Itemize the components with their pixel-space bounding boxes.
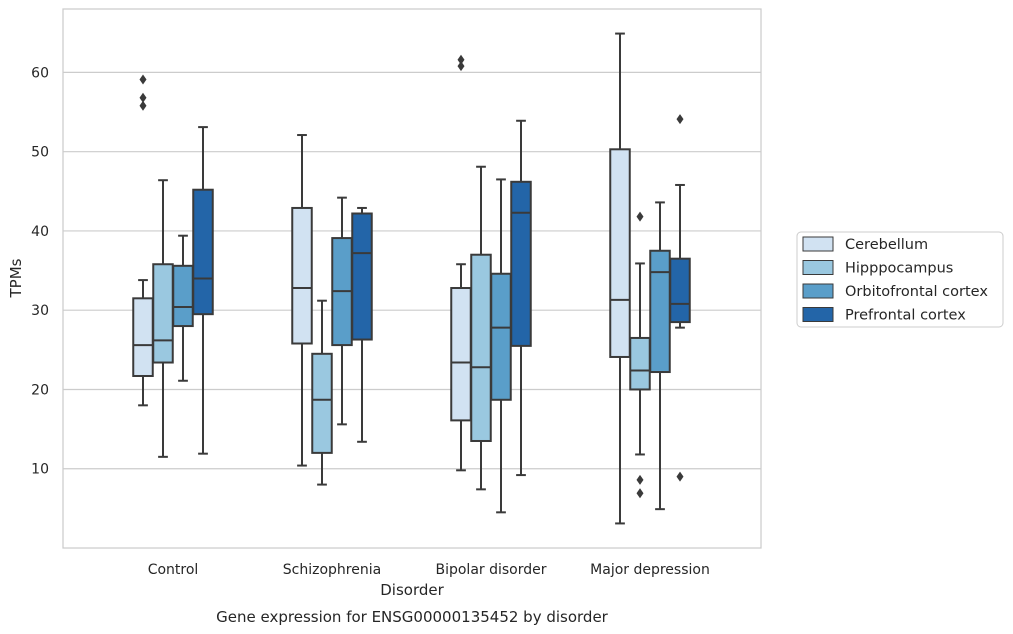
y-tick-label: 40 (31, 224, 49, 240)
legend-frame (796, 231, 1004, 328)
outlier-marker (676, 471, 684, 482)
box-schizophrenia-cerebellum (291, 134, 313, 467)
box-major-depression-hipppocampus (629, 211, 651, 499)
x-tick-label: Control (148, 562, 199, 578)
box-control-hipppocampus (152, 179, 174, 458)
box-control-cerebellum (132, 74, 154, 407)
outlier-marker (457, 61, 465, 72)
box-bipolar-disorder-prefrontal-cortex (510, 119, 532, 477)
boxes (132, 32, 691, 525)
box-major-depression-cerebellum (609, 32, 631, 525)
legend: Cerebellum Hipppocampus Orbitofrontal cort… (796, 231, 1004, 328)
y-axis-label: TPMs (7, 258, 25, 298)
y-tick-labels: 10 20 30 40 50 60 (31, 65, 49, 477)
chart-title: Gene expression for ENSG00000135452 by d… (216, 608, 609, 626)
box-body (629, 336, 651, 391)
box-control-prefrontal-cortex (192, 126, 214, 455)
legend-swatch (802, 260, 834, 275)
outlier-marker (139, 92, 147, 103)
box-schizophrenia-prefrontal-cortex (351, 206, 373, 443)
outlier-marker (636, 488, 644, 499)
y-tick-label: 30 (31, 303, 49, 319)
plot-area-frame (62, 8, 762, 549)
y-tick-label: 10 (31, 462, 49, 478)
legend-label: Hipppocampus (845, 261, 953, 277)
box-body (450, 287, 472, 422)
box-body (152, 263, 174, 364)
x-tick-labels: Control Schizophrenia Bipolar disorder Majo… (148, 562, 710, 578)
outlier-marker (636, 474, 644, 485)
box-body (351, 212, 373, 341)
box-body (669, 257, 691, 324)
outlier-marker (139, 74, 147, 85)
box-major-depression-prefrontal-cortex (669, 114, 691, 482)
x-tick-label: Schizophrenia (283, 562, 381, 578)
legend-entries: Cerebellum Hipppocampus Orbitofrontal cort… (802, 236, 988, 324)
y-tick-label: 20 (31, 382, 49, 398)
box-body (470, 253, 492, 442)
legend-label: Orbitofrontal cortex (845, 284, 988, 300)
box-body (490, 272, 512, 401)
legend-label: Cerebellum (845, 237, 928, 253)
outlier-marker (457, 54, 465, 65)
y-tick-label: 60 (31, 65, 49, 81)
box-body (132, 297, 154, 377)
box-body (649, 249, 671, 374)
box-body (510, 180, 532, 347)
box-control-orbitofrontal-cortex (172, 234, 194, 382)
outlier-marker (676, 114, 684, 125)
x-tick-label: Bipolar disorder (435, 562, 546, 578)
legend-label: Prefrontal cortex (845, 308, 966, 324)
box-schizophrenia-hipppocampus (311, 299, 333, 486)
y-tick-label: 50 (31, 145, 49, 161)
x-axis-label: Disorder (380, 581, 444, 599)
box-body (192, 188, 214, 316)
box-body (172, 264, 194, 328)
legend-swatch (802, 307, 834, 322)
box-body (291, 206, 313, 345)
box-body (311, 352, 333, 454)
legend-swatch (802, 236, 834, 252)
box-bipolar-disorder-hipppocampus (470, 165, 492, 491)
outlier-marker (139, 100, 147, 111)
outlier-marker (636, 211, 644, 222)
box-body (609, 148, 631, 358)
legend-swatch (802, 283, 834, 299)
x-tick-label: Major depression (590, 562, 710, 578)
